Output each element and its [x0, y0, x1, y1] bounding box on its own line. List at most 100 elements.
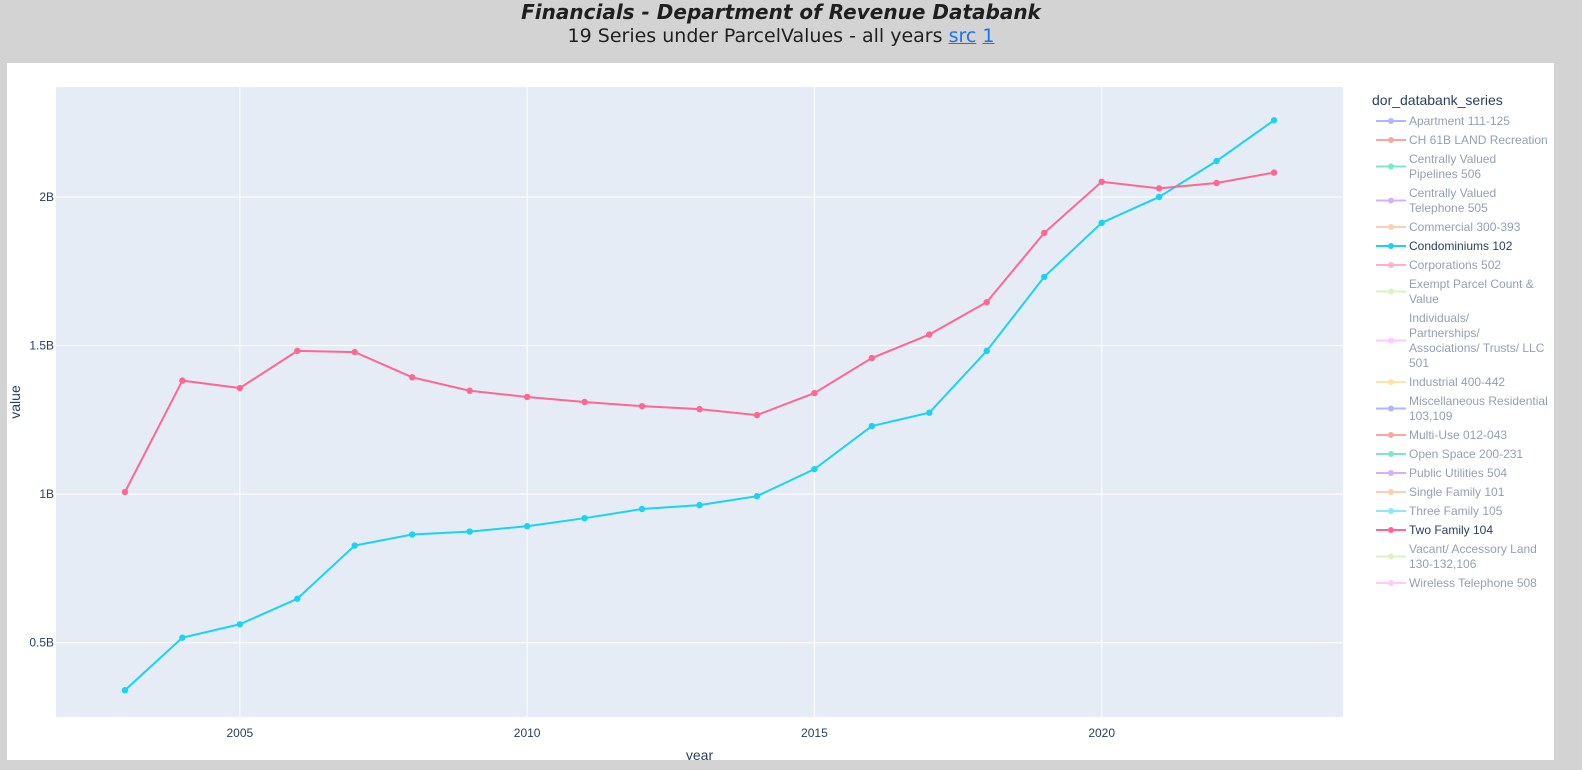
- data-point[interactable]: [581, 514, 588, 522]
- legend-item[interactable]: Two Family 104: [1376, 523, 1493, 537]
- legend-title: dor_databank_series: [1372, 92, 1503, 108]
- legend-label: Miscellaneous Residential: [1409, 394, 1548, 408]
- data-point[interactable]: [294, 347, 301, 355]
- data-point[interactable]: [638, 402, 646, 410]
- src-link[interactable]: src: [948, 25, 977, 47]
- legend-label: Pipelines 506: [1409, 167, 1481, 181]
- data-point[interactable]: [926, 409, 933, 416]
- data-point[interactable]: [466, 528, 473, 535]
- legend-swatch-marker: [1388, 224, 1394, 230]
- data-point[interactable]: [351, 542, 358, 549]
- data-point[interactable]: [121, 687, 129, 694]
- legend-item[interactable]: Corporations 502: [1376, 258, 1501, 272]
- data-point[interactable]: [638, 505, 646, 513]
- legend-label: Individuals/: [1409, 311, 1470, 325]
- data-point[interactable]: [1213, 157, 1220, 165]
- series-condominiums-102: [121, 117, 1278, 694]
- data-point[interactable]: [236, 621, 244, 628]
- legend-label: Exempt Parcel Count &: [1409, 277, 1534, 291]
- data-point[interactable]: [1155, 193, 1163, 201]
- legend-label: Public Utilities 504: [1409, 466, 1507, 480]
- legend-label: Wireless Telephone 508: [1409, 576, 1537, 590]
- x-tick-label: 2015: [801, 726, 828, 740]
- legend-item[interactable]: Apartment 111-125: [1376, 114, 1510, 128]
- data-point[interactable]: [1041, 273, 1048, 281]
- legend-swatch-marker: [1388, 118, 1394, 124]
- legend-label: Telephone 505: [1409, 201, 1488, 215]
- legend-swatch-marker: [1388, 489, 1394, 495]
- data-point[interactable]: [696, 501, 703, 509]
- legend-label: 130-132,106: [1409, 557, 1477, 571]
- legend-label: 501: [1409, 356, 1429, 370]
- y-tick-label: 1B: [39, 487, 54, 501]
- data-point[interactable]: [581, 398, 588, 406]
- legend-label: Centrally Valued: [1409, 186, 1496, 200]
- legend-item[interactable]: CH 61B LAND Recreation: [1376, 133, 1548, 147]
- data-point[interactable]: [121, 488, 129, 496]
- legend-swatch-marker: [1388, 470, 1394, 476]
- data-point[interactable]: [409, 531, 416, 538]
- legend-item[interactable]: Wireless Telephone 508: [1376, 576, 1537, 590]
- data-point[interactable]: [351, 348, 358, 356]
- legend-label: Value: [1409, 292, 1439, 306]
- data-point[interactable]: [294, 595, 301, 602]
- legend-swatch-marker: [1388, 451, 1394, 457]
- legend-label: Corporations 502: [1409, 258, 1501, 272]
- data-point[interactable]: [523, 393, 531, 401]
- data-point[interactable]: [696, 405, 703, 413]
- data-point[interactable]: [466, 387, 473, 394]
- legend-item[interactable]: Industrial 400-442: [1376, 375, 1505, 389]
- legend-item[interactable]: Commercial 300-393: [1376, 220, 1521, 234]
- legend-item[interactable]: Single Family 101: [1376, 485, 1505, 499]
- legend-label: Three Family 105: [1409, 504, 1503, 518]
- data-point[interactable]: [1155, 185, 1163, 192]
- legend-item[interactable]: Exempt Parcel Count &Value: [1376, 277, 1534, 306]
- legend-item[interactable]: Multi-Use 012-043: [1376, 428, 1507, 442]
- legend-item[interactable]: Open Space 200-231: [1376, 447, 1523, 461]
- data-point[interactable]: [811, 465, 818, 473]
- data-point[interactable]: [1098, 219, 1105, 227]
- y-tick-label: 1.5B: [29, 339, 54, 353]
- legend-swatch-marker: [1388, 527, 1394, 533]
- data-point[interactable]: [926, 331, 933, 338]
- legend-item[interactable]: Individuals/Partnerships/Associations/ T…: [1376, 311, 1545, 370]
- data-point[interactable]: [983, 347, 990, 355]
- data-point[interactable]: [1270, 117, 1278, 124]
- data-point[interactable]: [236, 384, 244, 392]
- subtitle-text: 19 Series under ParcelValues - all years: [567, 25, 943, 47]
- legend-swatch-marker: [1388, 337, 1394, 344]
- legend-item[interactable]: Condominiums 102: [1376, 239, 1513, 253]
- x-axis-title: year: [686, 747, 714, 760]
- series-two-family-104: [121, 169, 1278, 496]
- data-point[interactable]: [1041, 229, 1048, 237]
- legend-item[interactable]: Three Family 105: [1376, 504, 1503, 518]
- page-1-link[interactable]: 1: [982, 25, 995, 47]
- legend-swatch-marker: [1388, 243, 1394, 249]
- data-point[interactable]: [179, 377, 186, 384]
- data-point[interactable]: [1213, 179, 1220, 187]
- legend-swatch-marker: [1388, 580, 1394, 586]
- data-point[interactable]: [983, 298, 990, 306]
- data-point[interactable]: [753, 411, 761, 419]
- data-point[interactable]: [523, 523, 531, 530]
- data-point[interactable]: [1270, 169, 1278, 176]
- x-tick-label: 2020: [1088, 726, 1115, 740]
- data-point[interactable]: [868, 354, 876, 362]
- legend-item[interactable]: Public Utilities 504: [1376, 466, 1507, 480]
- data-point[interactable]: [179, 634, 186, 641]
- data-point[interactable]: [409, 374, 416, 381]
- data-point[interactable]: [811, 389, 818, 397]
- data-point[interactable]: [753, 493, 761, 500]
- legend-label: Single Family 101: [1409, 485, 1505, 499]
- legend-label: Apartment 111-125: [1409, 114, 1510, 128]
- legend-label: Industrial 400-442: [1409, 375, 1505, 389]
- x-tick-label: 2005: [227, 726, 254, 740]
- legend-swatch-marker: [1388, 379, 1394, 385]
- data-point[interactable]: [1098, 178, 1105, 185]
- legend-swatch-marker: [1388, 405, 1394, 412]
- data-point[interactable]: [868, 422, 876, 430]
